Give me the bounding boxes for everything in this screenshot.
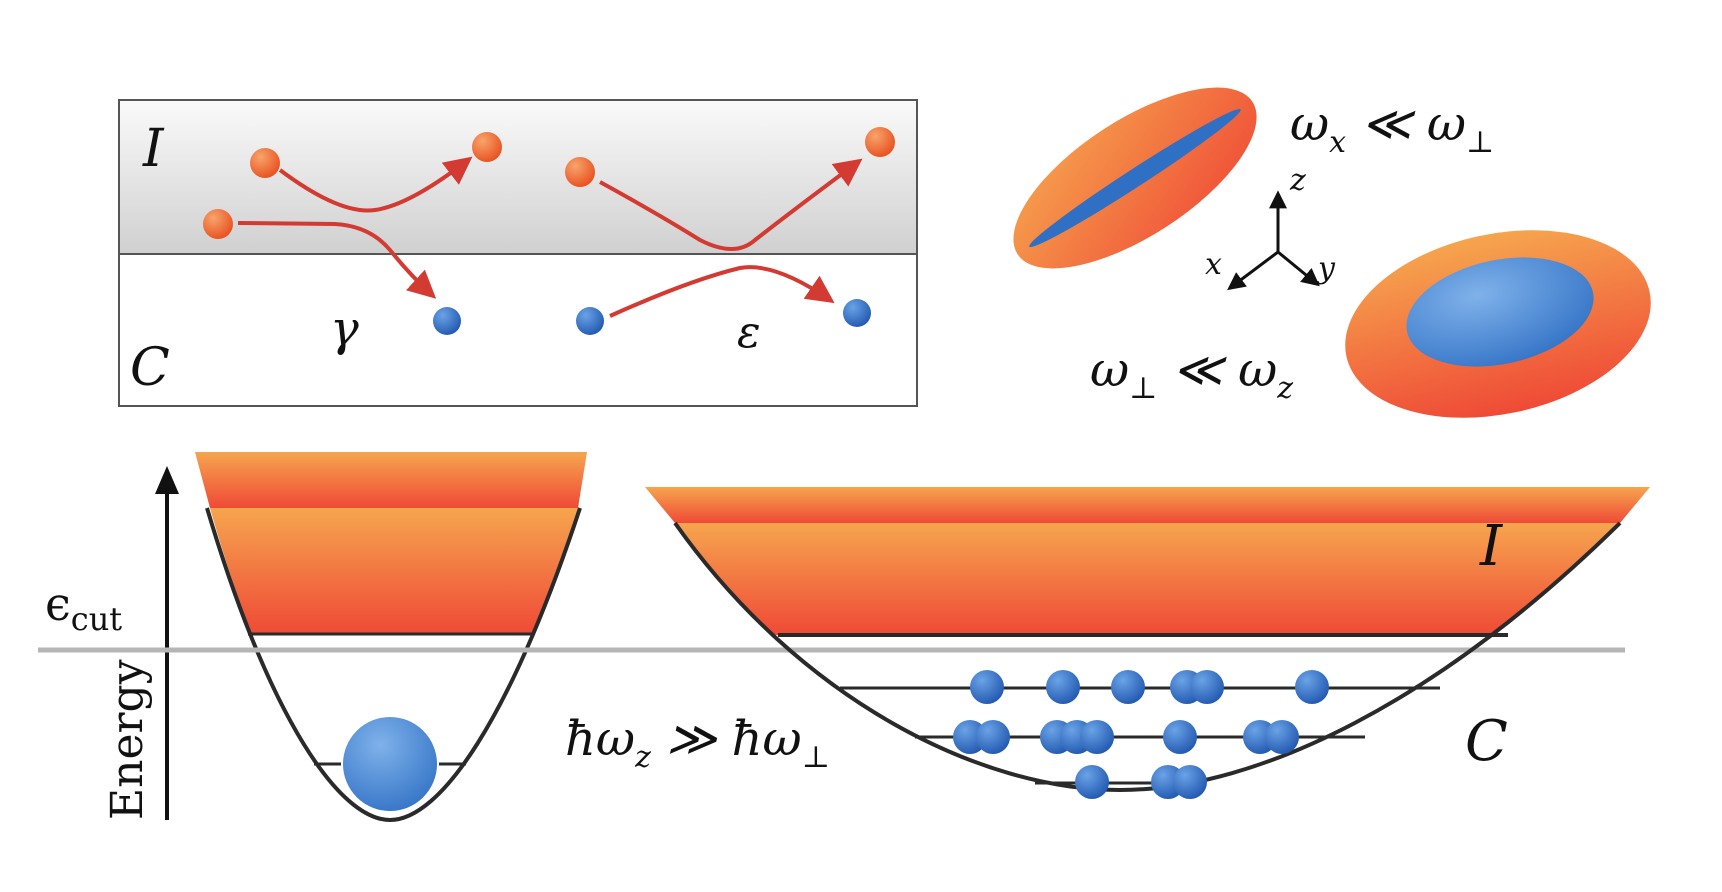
particle-blue-icon [1046,670,1080,704]
particle-orange-icon [472,132,502,162]
particle-blue-icon [1190,670,1224,704]
thermal-fill-left [210,508,578,634]
elongated-trap-label: ωx ≪ ω⊥ [1290,96,1494,160]
harmonic-well-icon [673,521,1622,793]
gamma-label: γ [330,301,359,357]
flat-trap-label: ω⊥ ≪ ωz [1090,342,1293,406]
region-coherent-label: C [1465,709,1508,774]
particle-blue-icon [576,307,604,335]
condensate-core-icon [1029,108,1241,248]
level-1-particles [970,670,1329,704]
process-inset: I C γ ε [118,99,918,407]
region-incoherent-label: I [1479,514,1504,579]
axis-z-label: z [1289,163,1306,198]
particle-orange-icon [203,209,233,239]
energy-relation-label: ħωz ≫ ħω⊥ [565,711,830,775]
energy-axis-arrow-icon [155,466,179,494]
level-2-particles [953,720,1299,754]
arrow-red-icon [609,265,835,318]
particle-blue-icon [1111,670,1145,704]
elongated-trap [1013,87,1257,269]
condensate-particle-icon [341,715,439,813]
trap-geometries: ωx ≪ ω⊥ z x y ω⊥ ≪ ωz [1013,87,1651,418]
particle-blue-icon [1295,670,1329,704]
particle-blue-icon [1265,720,1299,754]
arrow-red-icon [237,221,437,299]
particle-blue-icon [1163,720,1197,754]
particle-blue-icon [1075,765,1109,799]
inset-region-coherent: C [130,338,170,398]
axis-x-label: x [1205,247,1222,282]
particle-orange-icon [865,127,895,157]
epsilon-label: ε [737,307,761,358]
harmonic-well-icon [205,507,582,823]
particle-blue-icon [433,307,461,335]
multi-mode-well: I C [645,487,1650,799]
condensate-core-icon [1406,257,1594,367]
arrow-red-icon [278,156,473,213]
single-mode-well [195,452,587,823]
thermal-fill-right [675,523,1620,635]
arrow-red-icon [599,158,863,251]
particle-orange-icon [250,148,280,178]
incoherent-band [119,100,917,254]
flat-trap [1345,230,1651,418]
cut-label: ϵcut [45,577,122,638]
particle-blue-icon [970,670,1004,704]
particle-blue-icon [976,720,1010,754]
particle-blue-icon [843,299,871,327]
energy-diagram: Energy ϵcut ħωz ≫ ħω⊥ [38,452,1650,823]
particle-blue-icon [1173,765,1207,799]
axis-y-label: y [1316,251,1336,286]
inset-region-incoherent: I [142,119,165,179]
particle-orange-icon [565,157,595,187]
particle-blue-icon [1080,720,1114,754]
thermal-cloud-left [195,452,587,508]
axes-tripod-icon: z x y [1205,163,1336,291]
energy-axis-label: Energy [102,659,153,820]
level-3-particles [1075,765,1207,799]
thermal-cloud-right [645,487,1650,523]
